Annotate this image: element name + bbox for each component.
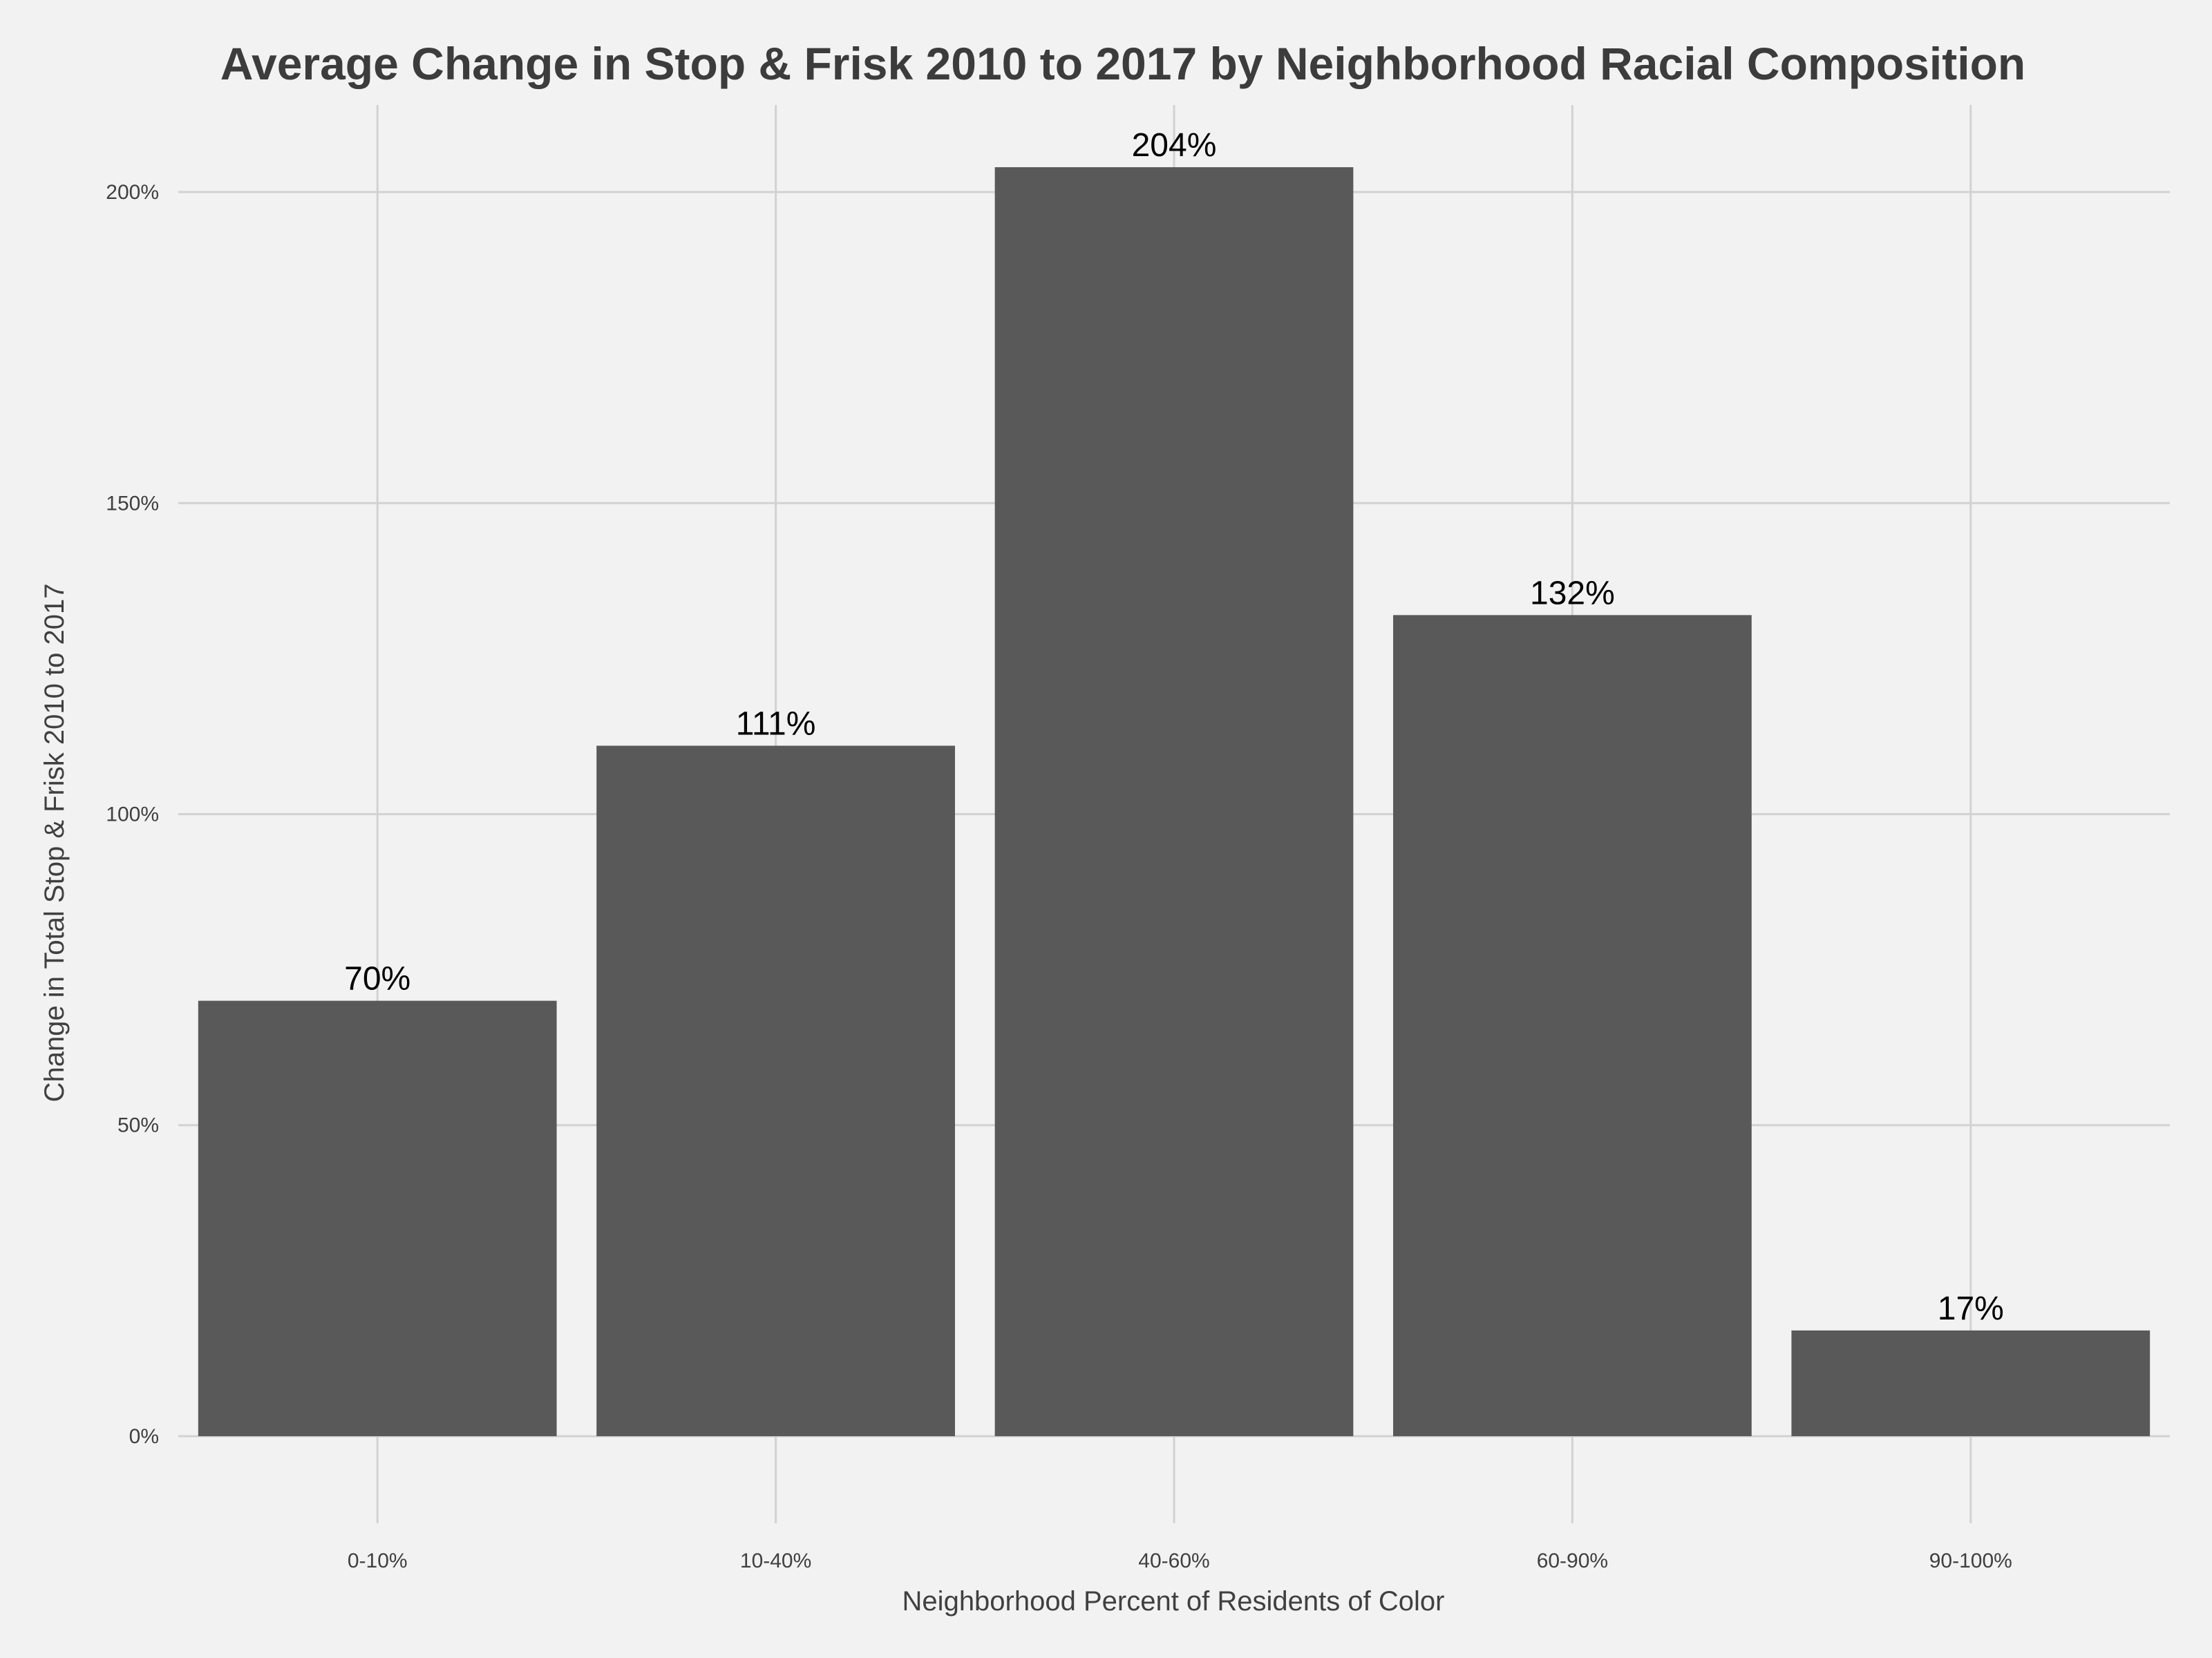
- bar-value-label: 132%: [1530, 575, 1615, 611]
- x-axis-label: Neighborhood Percent of Residents of Col…: [902, 1586, 1445, 1617]
- chart-title: Average Change in Stop & Frisk 2010 to 2…: [220, 38, 2025, 89]
- bar: [198, 1000, 557, 1436]
- x-tick-label: 10-40%: [740, 1550, 811, 1572]
- x-tick-label: 40-60%: [1138, 1550, 1209, 1572]
- bar: [994, 167, 1354, 1436]
- data-labels: 70% 111% 204% 132% 17%: [344, 127, 2004, 1327]
- bar-value-label: 17%: [1938, 1290, 2004, 1327]
- y-axis-label: Change in Total Stop & Frisk 2010 to 201…: [39, 584, 70, 1103]
- bar: [596, 745, 955, 1436]
- bar: [1791, 1330, 2150, 1436]
- x-tick-label: 60-90%: [1537, 1550, 1608, 1572]
- x-axis-ticks: 0-10% 10-40% 40-60% 60-90% 90-100%: [348, 1550, 2012, 1572]
- bar-value-label: 70%: [344, 961, 410, 998]
- y-axis-ticks: 0% 50% 100% 150% 200%: [106, 181, 159, 1448]
- x-tick-label: 0-10%: [348, 1550, 408, 1572]
- bar: [1393, 615, 1752, 1436]
- y-tick-label: 100%: [106, 803, 159, 826]
- bars: [198, 167, 2150, 1436]
- y-tick-label: 200%: [106, 181, 159, 204]
- bar-value-label: 111%: [736, 705, 816, 742]
- y-tick-label: 50%: [117, 1114, 159, 1137]
- y-tick-label: 0%: [129, 1425, 159, 1448]
- x-tick-label: 90-100%: [1929, 1550, 2012, 1572]
- y-tick-label: 150%: [106, 492, 159, 515]
- bar-value-label: 204%: [1132, 127, 1217, 164]
